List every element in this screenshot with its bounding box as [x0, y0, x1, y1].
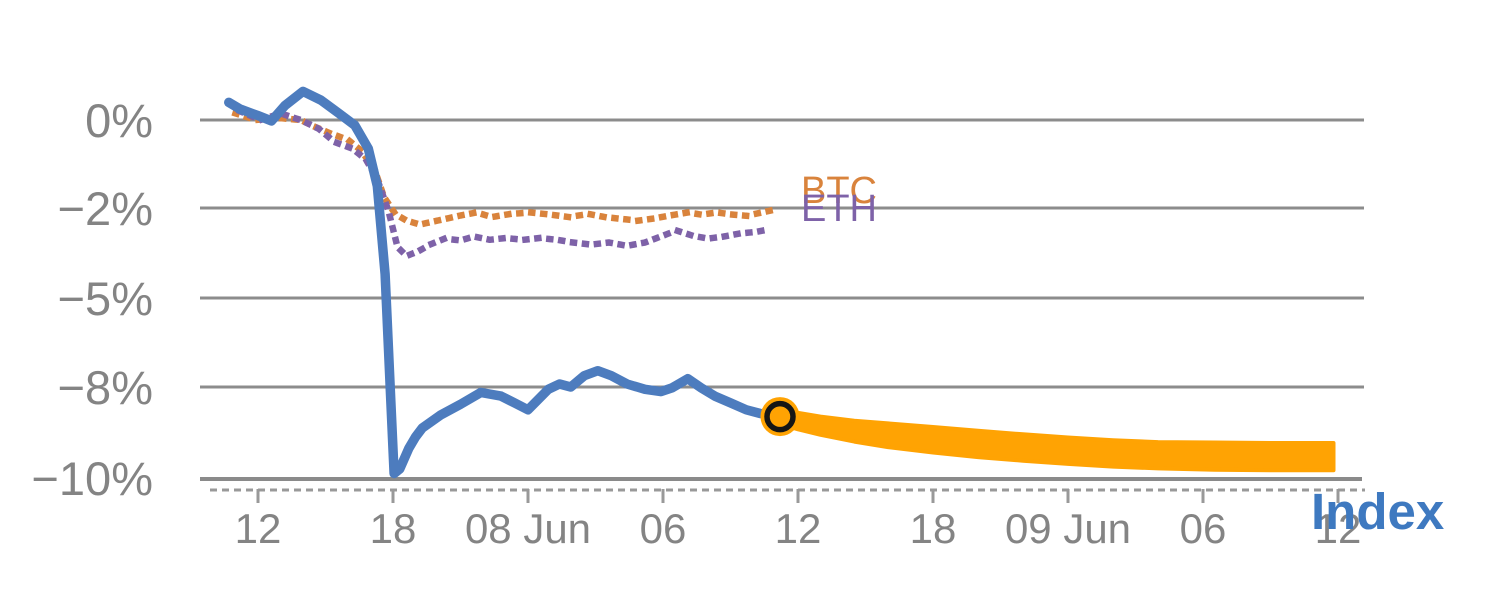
- y-tick-label: −5%: [58, 272, 153, 325]
- y-tick-label: −10%: [31, 452, 153, 505]
- y-tick-label: 0%: [85, 94, 153, 147]
- x-tick-label: 06: [1180, 505, 1227, 552]
- y-tick-label: −8%: [58, 361, 153, 414]
- x-tick-label: 08 Jun: [465, 505, 591, 552]
- series-label-btc: BTC: [801, 170, 877, 212]
- x-tick-label: 12: [775, 505, 822, 552]
- series-label-index: Index: [1311, 483, 1444, 540]
- marker-ring: [764, 400, 796, 433]
- eth-series-line: [235, 106, 775, 260]
- forecast-band: [778, 407, 1336, 473]
- btc-series-line: [231, 109, 780, 228]
- x-tick-label: 18: [910, 505, 957, 552]
- x-tick-label: 06: [640, 505, 687, 552]
- forecast-start-marker: [760, 397, 800, 437]
- x-tick-label: 09 Jun: [1005, 505, 1131, 552]
- x-tick-label: 12: [235, 505, 282, 552]
- x-tick-label: 18: [370, 505, 417, 552]
- x-tick-label: 12: [1315, 505, 1362, 552]
- y-tick-label: −2%: [58, 182, 153, 235]
- index-series-line: [224, 86, 785, 479]
- series-label-eth: ETH: [801, 188, 877, 230]
